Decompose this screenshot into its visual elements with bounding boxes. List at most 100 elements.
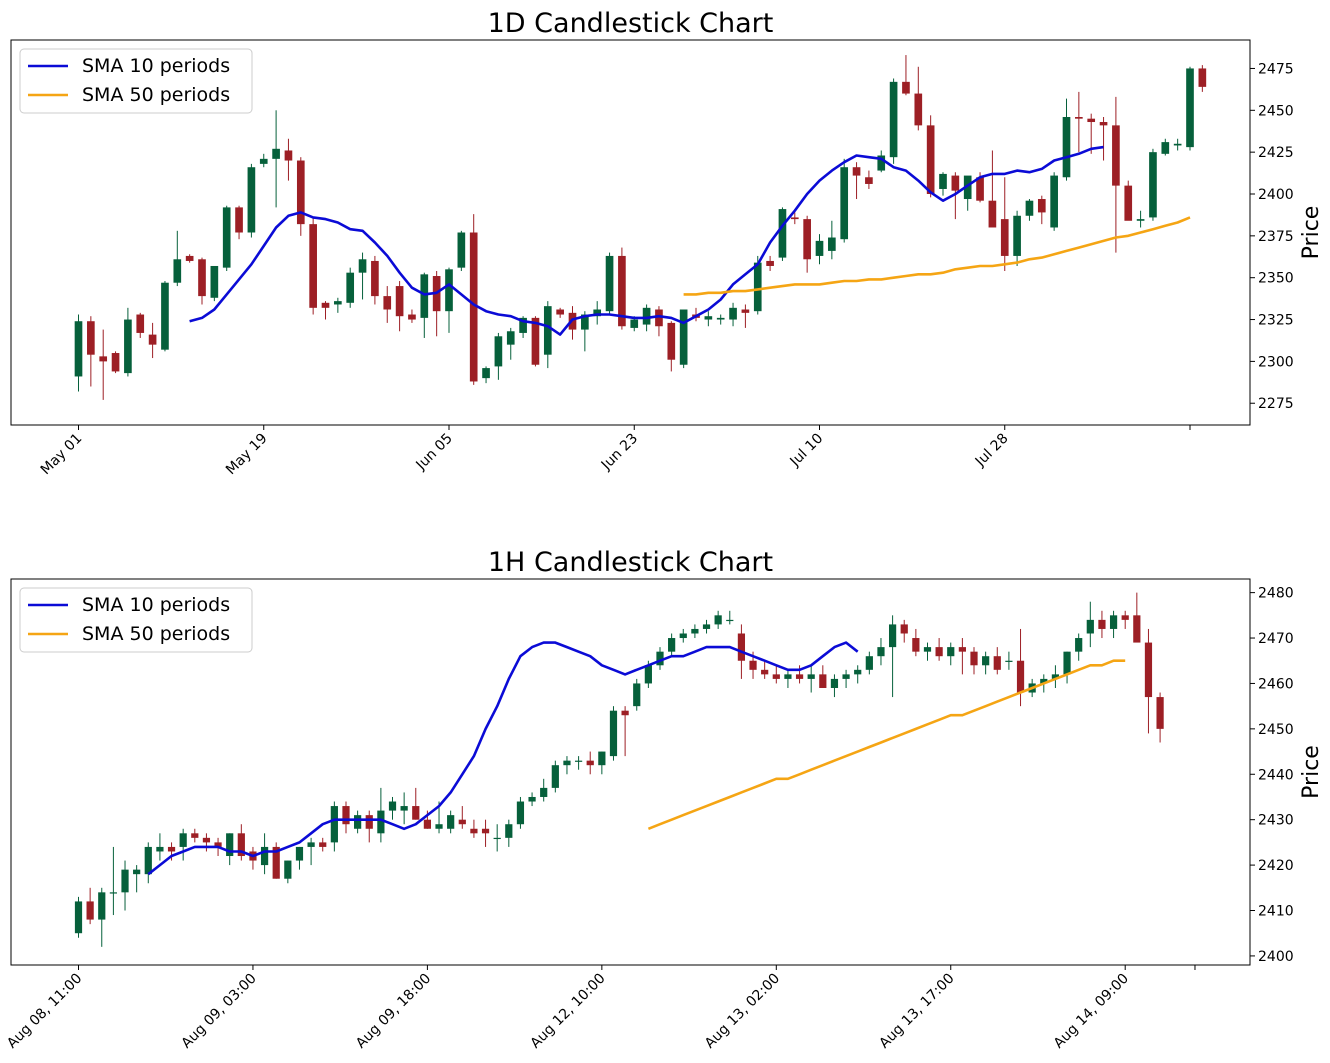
candle-body	[667, 322, 676, 360]
candle-body	[1051, 674, 1060, 679]
candle-body	[902, 81, 910, 94]
candle-body	[346, 272, 355, 303]
candle-body	[819, 674, 827, 688]
candle-body	[1063, 651, 1071, 675]
candle-body	[958, 647, 966, 652]
candle	[889, 78, 898, 164]
candle	[1149, 148, 1157, 221]
candle	[98, 887, 106, 947]
candle	[377, 787, 385, 843]
candle-body	[784, 674, 792, 679]
candle	[795, 665, 804, 684]
candle	[761, 660, 769, 679]
candle-body	[408, 314, 416, 320]
candle-body	[99, 356, 108, 362]
candle-body	[1000, 219, 1009, 256]
y-tick-label: 2300	[1258, 354, 1294, 370]
candle	[136, 312, 145, 338]
candle	[260, 833, 269, 875]
candle-body	[621, 710, 629, 716]
candle-body	[505, 824, 513, 838]
candle	[778, 207, 787, 261]
candle	[790, 212, 799, 225]
candle	[900, 619, 908, 643]
y-tick-label: 2450	[1258, 722, 1294, 738]
candle-body	[74, 901, 83, 934]
candle-body	[642, 307, 651, 325]
candle-body	[737, 633, 746, 661]
candle	[458, 806, 466, 829]
candle-body	[296, 160, 305, 225]
candle-body	[1144, 642, 1153, 698]
candle-body	[469, 232, 478, 382]
candle	[1050, 172, 1058, 231]
candle	[854, 665, 862, 684]
candle-body	[766, 260, 774, 266]
candle-body	[470, 828, 478, 834]
candle-body	[377, 810, 385, 834]
candle-body	[307, 842, 315, 847]
candle-body	[828, 237, 836, 251]
candle	[842, 669, 850, 688]
candle-body	[593, 309, 602, 317]
candle-body	[334, 301, 342, 305]
candle	[766, 255, 774, 271]
candles	[74, 55, 1207, 400]
candle	[179, 828, 187, 861]
candle-body	[412, 806, 420, 820]
candle	[383, 286, 392, 323]
candle-body	[458, 819, 466, 825]
candle	[679, 628, 687, 643]
y-tick-label: 2400	[1258, 949, 1294, 965]
candle	[161, 281, 169, 352]
candle	[111, 351, 120, 374]
candle	[593, 301, 602, 325]
y-tick-label: 2440	[1258, 767, 1294, 783]
candle-body	[354, 815, 362, 829]
candle	[74, 314, 83, 392]
candle	[505, 819, 513, 847]
candle	[926, 115, 935, 198]
candle	[395, 281, 404, 332]
candle-body	[630, 319, 639, 328]
x-tick-label: Aug 14, 09:00	[1051, 971, 1132, 1052]
candle	[714, 610, 722, 629]
candle-body	[202, 837, 211, 843]
candle	[988, 150, 997, 228]
candle	[543, 301, 552, 369]
candle	[655, 306, 663, 337]
candle-body	[133, 869, 141, 875]
candle	[1087, 113, 1096, 154]
candle	[307, 837, 315, 866]
x-tick-label: Jun 05	[413, 431, 456, 474]
candle	[993, 647, 1001, 675]
candle	[408, 309, 416, 323]
candle	[741, 304, 750, 328]
candle-body	[1037, 199, 1046, 213]
candle	[1051, 665, 1060, 688]
candle-body	[98, 892, 106, 920]
candle-body	[726, 619, 734, 622]
candle	[1000, 177, 1009, 271]
legend-label: SMA 10 periods	[82, 594, 230, 616]
candle	[605, 252, 614, 315]
candle	[1173, 138, 1182, 151]
candle	[321, 301, 330, 320]
candle-body	[877, 155, 886, 171]
x-tick-label: Aug 08, 11:00	[4, 971, 85, 1052]
y-axis: 2275 2300 2325 2350 2375 2400 2425 2450 2475 Pric…	[1250, 61, 1324, 412]
candle-body	[1198, 68, 1207, 87]
candle-body	[753, 262, 762, 312]
candle	[819, 665, 827, 688]
candle-body	[926, 125, 935, 194]
candle-body	[161, 282, 169, 350]
candle-body	[423, 819, 432, 829]
candle	[412, 787, 420, 820]
candle-body	[865, 656, 873, 670]
candle-body	[383, 296, 392, 310]
candle	[133, 865, 141, 893]
candle-body	[371, 260, 379, 297]
candle-body	[702, 624, 711, 629]
candle-body	[704, 316, 713, 320]
candle	[334, 297, 342, 313]
